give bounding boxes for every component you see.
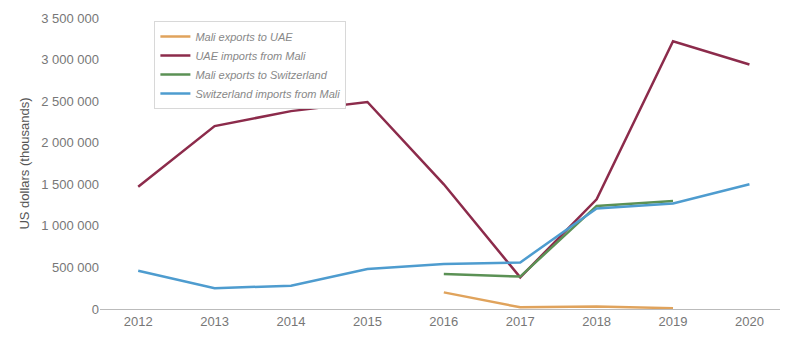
svg-text:Switzerland imports from Mali: Switzerland imports from Mali [195,88,340,100]
svg-text:2019: 2019 [659,314,688,329]
svg-text:3 000 000: 3 000 000 [41,52,99,67]
svg-text:1 500 000: 1 500 000 [41,177,99,192]
svg-text:2018: 2018 [582,314,611,329]
svg-text:2015: 2015 [353,314,382,329]
svg-text:2 500 000: 2 500 000 [41,94,99,109]
svg-text:2013: 2013 [200,314,229,329]
svg-text:2012: 2012 [124,314,153,329]
svg-text:2017: 2017 [506,314,535,329]
svg-text:2016: 2016 [429,314,458,329]
svg-text:2020: 2020 [735,314,764,329]
svg-text:1 000 000: 1 000 000 [41,218,99,233]
svg-text:500 000: 500 000 [52,260,99,275]
svg-text:Mali exports to Switzerland: Mali exports to Switzerland [195,69,327,81]
svg-text:UAE imports from Mali: UAE imports from Mali [195,50,306,62]
svg-text:2 000 000: 2 000 000 [41,135,99,150]
svg-text:2014: 2014 [277,314,306,329]
svg-text:US dollars (thousands): US dollars (thousands) [17,97,32,229]
svg-text:Mali exports to UAE: Mali exports to UAE [195,31,293,43]
svg-text:0: 0 [92,302,99,317]
svg-text:3 500 000: 3 500 000 [41,11,99,26]
